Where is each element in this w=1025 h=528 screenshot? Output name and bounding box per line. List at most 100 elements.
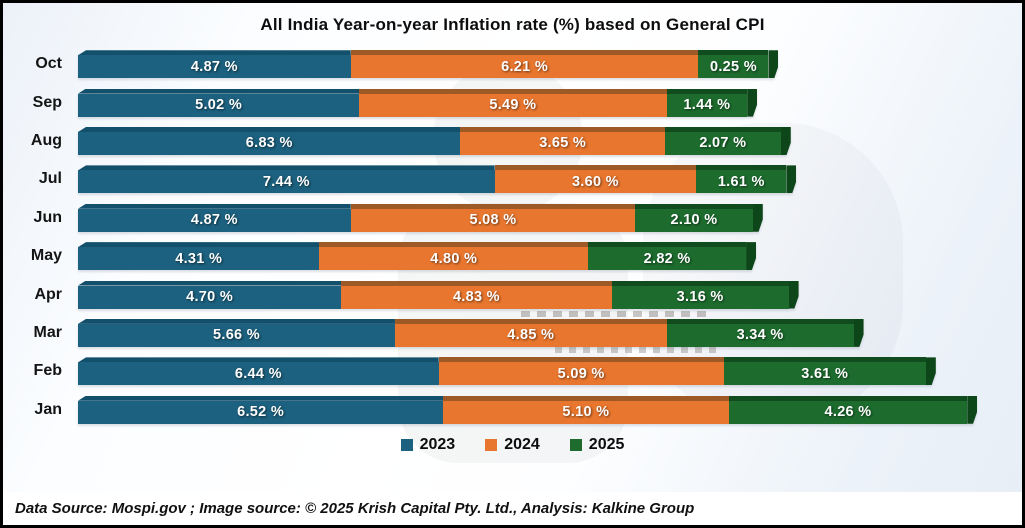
chart-row-may: May 4.31 % 4.80 % 2.82 %	[14, 237, 1022, 275]
bar-top-bevel	[664, 126, 781, 132]
chart-row-oct: Oct 4.87 % 6.21 % 0.25 %	[14, 45, 1022, 83]
stacked-bar: 4.87 % 6.21 % 0.25 %	[78, 50, 779, 79]
bar-segment-2023-jun: 4.87 %	[78, 203, 351, 232]
bar-value-label: 2.07 %	[664, 131, 781, 155]
bar-end-cap	[780, 126, 791, 155]
bar-value-label: 4.87 %	[78, 55, 351, 79]
chart-row-apr: Apr 4.70 % 4.83 % 3.16 %	[14, 275, 1022, 313]
chart-title: All India Year-on-year Inflation rate (%…	[260, 15, 765, 34]
bar-top-bevel	[460, 126, 665, 132]
chart-row-aug: Aug 6.83 % 3.65 % 2.07 %	[14, 122, 1022, 160]
month-label: Mar	[33, 323, 62, 341]
bar-segment-2024-feb: 5.09 %	[438, 357, 724, 386]
month-label: Feb	[33, 362, 62, 380]
bar-top-bevel	[359, 88, 667, 94]
bar-value-label: 5.49 %	[359, 93, 667, 117]
bar-value-label: 2.82 %	[588, 247, 747, 271]
bar-segment-2025-aug: 2.07 %	[664, 126, 781, 155]
bar-top-bevel	[494, 165, 697, 171]
bar-value-label: 5.10 %	[443, 400, 729, 424]
bar-value-label: 6.21 %	[350, 55, 699, 79]
bar-end-cap	[925, 357, 936, 386]
month-label: Jul	[38, 170, 62, 188]
chart-row-feb: Feb 6.44 % 5.09 % 3.61 %	[14, 352, 1022, 390]
bar-segment-2023-sep: 5.02 %	[78, 88, 360, 117]
chart-row-sep: Sep 5.02 % 5.49 % 1.44 %	[14, 83, 1022, 121]
month-label: Jun	[33, 208, 62, 226]
legend-swatch-icon	[400, 438, 413, 451]
bar-segment-2024-jun: 5.08 %	[350, 203, 636, 232]
bar-top-bevel	[78, 357, 439, 363]
bar-segment-2024-aug: 3.65 %	[460, 126, 665, 155]
stacked-bar: 6.83 % 3.65 % 2.07 %	[78, 126, 791, 155]
stacked-bar: 6.52 % 5.10 % 4.26 %	[78, 395, 978, 424]
bar-value-label: 4.83 %	[341, 285, 612, 309]
month-label: Aug	[30, 131, 62, 149]
chart-row-jul: Jul 7.44 % 3.60 % 1.61 %	[14, 160, 1022, 198]
bar-end-cap	[746, 242, 757, 271]
bar-value-label: 4.85 %	[394, 323, 667, 347]
bar-top-bevel	[78, 50, 351, 56]
bar-segment-2024-may: 4.80 %	[319, 242, 589, 271]
bar-top-bevel	[698, 50, 769, 56]
bar-segment-2025-jan: 4.26 %	[728, 395, 968, 424]
legend: 2023 2024 2025	[3, 436, 1022, 454]
bar-value-label: 6.44 %	[78, 362, 439, 386]
bar-top-bevel	[78, 165, 495, 171]
bar-segment-2025-apr: 3.16 %	[611, 280, 789, 309]
bar-top-bevel	[350, 50, 699, 56]
bar-segment-2024-oct: 6.21 %	[350, 50, 699, 79]
bar-value-label: 4.70 %	[78, 285, 342, 309]
legend-swatch-icon	[569, 438, 582, 451]
bar-end-cap	[788, 280, 799, 309]
bar-top-bevel	[723, 357, 926, 363]
chart-row-jun: Jun 4.87 % 5.08 % 2.10 %	[14, 199, 1022, 237]
bar-segment-2024-mar: 4.85 %	[394, 318, 667, 347]
stacked-bar: 4.31 % 4.80 % 2.82 %	[78, 242, 757, 271]
stacked-bar: 7.44 % 3.60 % 1.61 %	[78, 165, 797, 194]
legend-swatch-icon	[485, 438, 498, 451]
stacked-bar: 4.87 % 5.08 % 2.10 %	[78, 203, 763, 232]
bar-top-bevel	[350, 203, 636, 209]
bar-value-label: 1.61 %	[696, 170, 787, 194]
bar-end-cap	[853, 318, 864, 347]
bar-segment-2023-oct: 4.87 %	[78, 50, 351, 79]
bar-top-bevel	[394, 318, 667, 324]
legend-item-2025: 2025	[569, 436, 624, 454]
legend-item-2023: 2023	[400, 436, 455, 454]
stacked-bar: 6.44 % 5.09 % 3.61 %	[78, 357, 936, 386]
bar-segment-2024-apr: 4.83 %	[341, 280, 612, 309]
bar-rows: Oct 4.87 % 6.21 % 0.25 % Sep 5.02 % 5.49 % 1.44…	[3, 45, 1022, 429]
bar-segment-2025-feb: 3.61 %	[723, 357, 926, 386]
bar-top-bevel	[666, 88, 748, 94]
month-label: May	[30, 247, 62, 265]
bar-top-bevel	[78, 280, 342, 286]
legend-label: 2024	[504, 435, 540, 453]
bar-segment-2025-may: 2.82 %	[588, 242, 747, 271]
bar-segment-2023-feb: 6.44 %	[78, 357, 439, 386]
bar-top-bevel	[588, 242, 747, 248]
bar-value-label: 0.25 %	[698, 55, 769, 79]
bar-value-label: 3.16 %	[611, 285, 789, 309]
bar-top-bevel	[78, 88, 360, 94]
bar-segment-2024-jul: 3.60 %	[494, 165, 697, 194]
bar-value-label: 5.09 %	[438, 362, 724, 386]
bar-segment-2025-oct: 0.25 %	[698, 50, 769, 79]
bar-value-label: 4.87 %	[78, 208, 351, 232]
month-label: Apr	[34, 285, 62, 303]
bar-value-label: 5.02 %	[78, 93, 360, 117]
bar-top-bevel	[611, 280, 789, 286]
chart-row-mar: Mar 5.66 % 4.85 % 3.34 %	[14, 314, 1022, 352]
bar-value-label: 6.83 %	[78, 131, 461, 155]
bar-segment-2023-mar: 5.66 %	[78, 318, 395, 347]
bar-top-bevel	[78, 318, 395, 324]
bar-segment-2025-jun: 2.10 %	[635, 203, 753, 232]
bar-segment-2023-may: 4.31 %	[78, 242, 320, 271]
bar-value-label: 3.65 %	[460, 131, 665, 155]
bar-segment-2024-sep: 5.49 %	[359, 88, 667, 117]
bar-top-bevel	[666, 318, 854, 324]
month-label: Jan	[34, 400, 62, 418]
bar-end-cap	[786, 165, 797, 194]
bar-top-bevel	[319, 242, 589, 248]
